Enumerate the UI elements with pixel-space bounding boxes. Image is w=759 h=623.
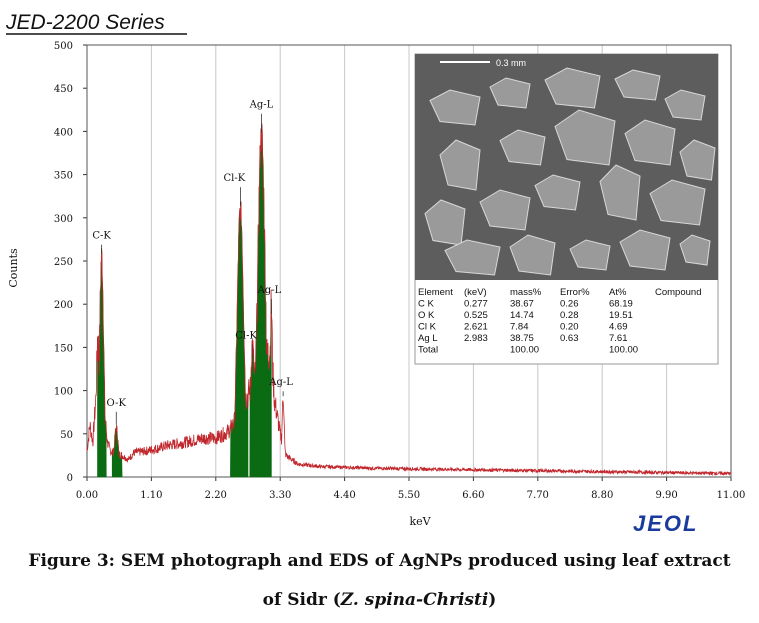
y-tick-label: 100 [54,387,73,398]
table-cell: 0.20 [560,322,579,333]
table-cell: 100.00 [510,345,539,356]
x-tick-label: 7.70 [527,490,549,501]
sem-grain [679,234,711,266]
eds-spectrum-chart: JED-2200 Series C-K O-K Cl-K Cl-K Ag-L Ag-L Ag… [5,11,745,536]
y-tick-label: 150 [54,343,73,354]
x-tick-label: 1.10 [140,490,162,501]
series-title: JED-2200 Series [5,11,165,34]
x-axis-label: keV [409,515,431,528]
table-cell: Ag L [418,333,438,344]
y-tick-label: 500 [54,41,73,52]
sem-grain [624,119,676,166]
x-tick-label: 9.90 [655,490,677,501]
jeol-logo: JEOL [633,511,698,536]
spectrum: C-K O-K Cl-K Cl-K Ag-L Ag-L Ag-L [86,100,732,478]
caption-prefix: of Sidr ( [262,590,341,610]
y-axis-label: Counts [7,248,20,288]
figure-caption-line1: Figure 3: SEM photograph and EDS of AgNP… [28,551,731,571]
sem-grain [569,239,611,271]
x-tick-label: 4.40 [333,490,355,501]
caption-suffix: ) [488,590,497,610]
sem-grain [679,139,716,181]
table-cell: 7.61 [609,333,628,344]
sem-grains [424,67,716,276]
sem-grain [534,174,581,211]
spectrum-line [86,123,732,476]
sem-grain [619,229,671,271]
y-tick-label: 400 [54,127,73,138]
sem-grain [499,129,546,166]
table-cell: 68.19 [609,299,633,310]
table-cell: 0.525 [464,310,488,321]
axes [83,44,732,481]
sem-inset: 0.3 mm Element (keV) mass% Error% At% Compoun… [414,53,719,365]
peak-label: Cl-K [224,173,246,184]
table-cell: 100.00 [609,345,638,356]
table-cell: 0.26 [560,299,579,310]
x-tick-label: 11.00 [717,490,746,501]
table-cell: 0.63 [560,333,579,344]
sem-grain [544,67,601,109]
sem-grain [614,69,661,101]
table-cell: O K [418,310,435,321]
table-cell: Total [418,345,438,356]
table-cell: 14.74 [510,310,534,321]
sem-grain [489,77,531,109]
table-cell: 4.69 [609,322,628,333]
x-tick-label: 2.20 [205,490,227,501]
table-header-cell: Compound [655,287,701,298]
x-tick-label: 6.60 [462,490,484,501]
y-tick-label: 50 [60,430,73,441]
figure-caption-line2: of Sidr (Z. spina-Christi) [0,590,759,610]
sem-grain [599,164,641,221]
y-tick-label: 450 [54,84,73,95]
y-tick-label: 250 [54,257,73,268]
y-tick-label: 0 [67,473,73,484]
sem-grain [444,239,501,276]
x-tick-label: 3.30 [269,490,291,501]
table-header-cell: mass% [510,287,542,298]
table-cell: 19.51 [609,310,633,321]
sem-grain [509,234,556,276]
peak-label: O-K [107,398,127,409]
sem-grain [649,179,706,226]
peak-label: Ag-L [268,377,293,388]
tick-labels: 0.00 1.10 2.20 3.30 4.40 5.50 6.60 7.70 8.80 9.90… [54,41,745,501]
table-cell: 2.621 [464,322,488,333]
table-header-cell: Error% [560,287,590,298]
y-tick-label: 200 [54,300,73,311]
table-cell: 2.983 [464,333,488,344]
table-header-cell: (keV) [464,287,487,298]
caption-species: Z. spina-Christi [340,590,489,610]
peak-label: Ag-L [257,285,282,296]
x-tick-label: 8.80 [591,490,613,501]
x-tick-label: 5.50 [398,490,420,501]
sem-grain [439,139,481,191]
table-cell: 38.75 [510,333,534,344]
peak-label: C-K [92,231,111,242]
table-cell: 0.277 [464,299,488,310]
table-header-cell: At% [609,287,627,298]
sem-grain [554,109,616,166]
y-tick-label: 350 [54,171,73,182]
sem-grain [664,89,706,121]
peak-area [249,123,272,478]
scale-label: 0.3 mm [496,58,526,68]
peak-label: Cl-K [235,330,257,341]
table-header-cell: Element [418,287,453,298]
sem-grain [479,189,531,231]
table-cell: Cl K [418,322,437,333]
y-tick-label: 300 [54,214,73,225]
peak-label: Ag-L [249,100,274,111]
table-cell: 38.67 [510,299,534,310]
plot-frame [86,44,732,478]
x-tick-label: 0.00 [76,490,98,501]
sem-grain [424,199,466,246]
results-table: Element (keV) mass% Error% At% Compound C K 0.2… [418,287,701,356]
sem-grain [429,89,481,126]
table-cell: 0.28 [560,310,579,321]
table-cell: C K [418,299,435,310]
table-cell: 7.84 [510,322,529,333]
